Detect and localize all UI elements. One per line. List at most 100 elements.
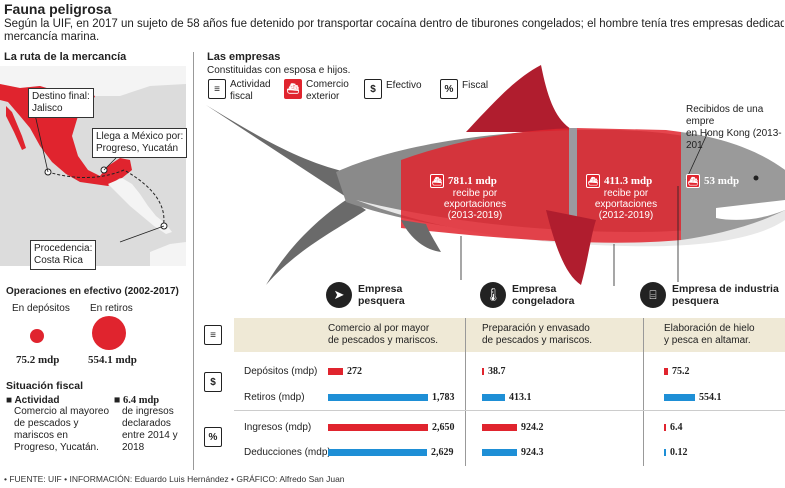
shark-label-pesquera: ⛴ 781.1 mdp recibe por exportaciones (20… xyxy=(430,174,507,221)
operaciones-heading: Operaciones en efectivo (2002-2017) xyxy=(6,286,179,297)
bar-value: 0.12 xyxy=(670,447,688,458)
row-label: Depósitos (mdp) xyxy=(244,366,318,377)
map-south-america xyxy=(150,242,186,266)
bar-value: 413.1 xyxy=(509,392,532,403)
shark-red-band xyxy=(401,128,681,243)
ship-icon: ⛴ xyxy=(686,174,700,188)
depositos-value: 75.2 mdp xyxy=(16,354,60,366)
leader-progreso xyxy=(103,157,117,171)
retiros-value: 554.1 mdp xyxy=(88,354,137,366)
ingresos-block: ■ 6.4 mdp de ingresos declarados entre 2… xyxy=(114,395,178,454)
col-divider-2 xyxy=(643,318,644,466)
empresa-industria: ⌸ Empresa de industria pesquera xyxy=(640,282,779,308)
bar-value: 38.7 xyxy=(488,366,506,377)
label-procedencia: Procedencia: Costa Rica xyxy=(30,240,97,270)
situacion-heading: Situación fiscal xyxy=(6,380,84,392)
legend: ≡ Actividad fiscal ⛴ Comercio exterior $ E… xyxy=(208,79,500,103)
leader-jalisco xyxy=(33,109,49,173)
document-icon: ≡ xyxy=(208,79,226,99)
leader-recibidos xyxy=(685,131,709,181)
document-icon: ≡ xyxy=(204,325,222,345)
ship-icon: ⛴ xyxy=(284,79,302,99)
recibidos-note: Recibidos de una empre en Hong Kong (201… xyxy=(686,104,782,151)
bar xyxy=(664,368,668,375)
bar xyxy=(328,368,343,375)
retiros-label: En retiros xyxy=(90,303,133,314)
legend-item-fiscal: % Fiscal xyxy=(440,79,500,103)
ice-machine-icon: ⌸ xyxy=(640,282,666,308)
bar xyxy=(482,449,517,456)
row-divider xyxy=(234,410,785,411)
bar-value: 1,783 xyxy=(432,392,455,403)
footer-credits: • FUENTE: UIF • INFORMACIÓN: Eduardo Lui… xyxy=(4,474,345,484)
empresa-pesquera: ➤ Empresa pesquera xyxy=(326,282,405,308)
page-title: Fauna peligrosa xyxy=(4,1,112,17)
bar-value: 554.1 xyxy=(699,392,722,403)
shark-stripe xyxy=(569,128,577,252)
fish-icon: ➤ xyxy=(326,282,352,308)
bar xyxy=(664,424,666,431)
bullet-icon: ■ xyxy=(114,395,123,406)
ingresos-desc: de ingresos declarados entre 2014 y 2018 xyxy=(122,406,178,453)
intro-line-2: mercancía marina. xyxy=(4,31,100,43)
cash-icon: $ xyxy=(204,372,222,392)
shark-label-congeladora: ⛴ 411.3 mdp recibe por exportaciones (20… xyxy=(586,174,658,221)
label-llega: Llega a México por: Progreso, Yucatán xyxy=(92,128,188,158)
row-label: Deducciones (mdp) xyxy=(244,447,331,458)
bar xyxy=(328,394,428,401)
tax-icon: % xyxy=(440,79,458,99)
pelvic-fin xyxy=(401,220,441,252)
bar-value: 2,629 xyxy=(431,447,454,458)
bar xyxy=(328,424,428,431)
leader-costa-rica xyxy=(119,225,165,243)
map-yucatan xyxy=(108,158,132,180)
row-label: Retiros (mdp) xyxy=(244,392,305,403)
left-divider xyxy=(193,52,194,470)
desc-industria: Elaboración de hielo y pesca en altamar. xyxy=(664,323,755,346)
intro-line-1: Según la UIF, en 2017 un sujeto de 58 añ… xyxy=(4,18,784,30)
label-destino: Destino final: Jalisco xyxy=(28,88,94,118)
actividad-label: Actividad xyxy=(14,395,60,406)
bar-value: 272 xyxy=(347,366,362,377)
bar xyxy=(664,449,666,456)
empresa-congeladora: 🌡 Empresa congeladora xyxy=(480,282,574,308)
shark-teeth xyxy=(716,200,785,220)
map-central-america xyxy=(108,178,172,234)
bar-value: 924.3 xyxy=(521,447,544,458)
row-label: Ingresos (mdp) xyxy=(244,422,312,433)
bullet-icon: ■ xyxy=(6,395,15,406)
bar xyxy=(482,424,517,431)
shark-eye xyxy=(753,175,759,181)
legend-item-efectivo: $ Efectivo xyxy=(364,79,430,103)
shark-label-industria: ⛴ 53 mdp xyxy=(686,174,740,188)
bar-value: 75.2 xyxy=(672,366,690,377)
depositos-label: En depósitos xyxy=(12,303,70,314)
bar-value: 6.4 xyxy=(670,422,683,433)
bar xyxy=(664,394,695,401)
bar xyxy=(482,394,505,401)
shark-illustration xyxy=(206,65,785,286)
ship-icon: ⛴ xyxy=(430,174,444,188)
ingresos-value: 6.4 mdp xyxy=(122,395,160,406)
thermometer-icon: 🌡 xyxy=(480,282,506,308)
empresas-heading: Las empresas xyxy=(207,51,281,63)
actividad-block: ■ Actividad Comercio al mayoreo de pesca… xyxy=(6,395,109,454)
route-line-1 xyxy=(123,169,165,229)
depositos-circle xyxy=(30,329,44,343)
bar-value: 924.2 xyxy=(521,422,544,433)
dorsal-fin xyxy=(466,65,576,132)
desc-pesquera: Comercio al por mayor de pescados y maris… xyxy=(328,323,439,346)
route-heading: La ruta de la mercancía xyxy=(4,51,127,63)
legend-item-comercio: ⛴ Comercio exterior xyxy=(284,79,354,103)
bar-value: 2,650 xyxy=(432,422,455,433)
tax-icon: % xyxy=(204,427,222,447)
bar xyxy=(482,368,484,375)
empresas-sub: Constituidas con esposa e hijos. xyxy=(207,65,351,76)
retiros-circle xyxy=(92,316,126,350)
pectoral-fin xyxy=(546,210,596,285)
map-baja xyxy=(6,106,26,150)
actividad-desc: Comercio al mayoreo de pescados y marisc… xyxy=(14,406,110,453)
route-line-2 xyxy=(47,169,125,179)
bar xyxy=(328,449,427,456)
tail-fin xyxy=(206,105,366,285)
